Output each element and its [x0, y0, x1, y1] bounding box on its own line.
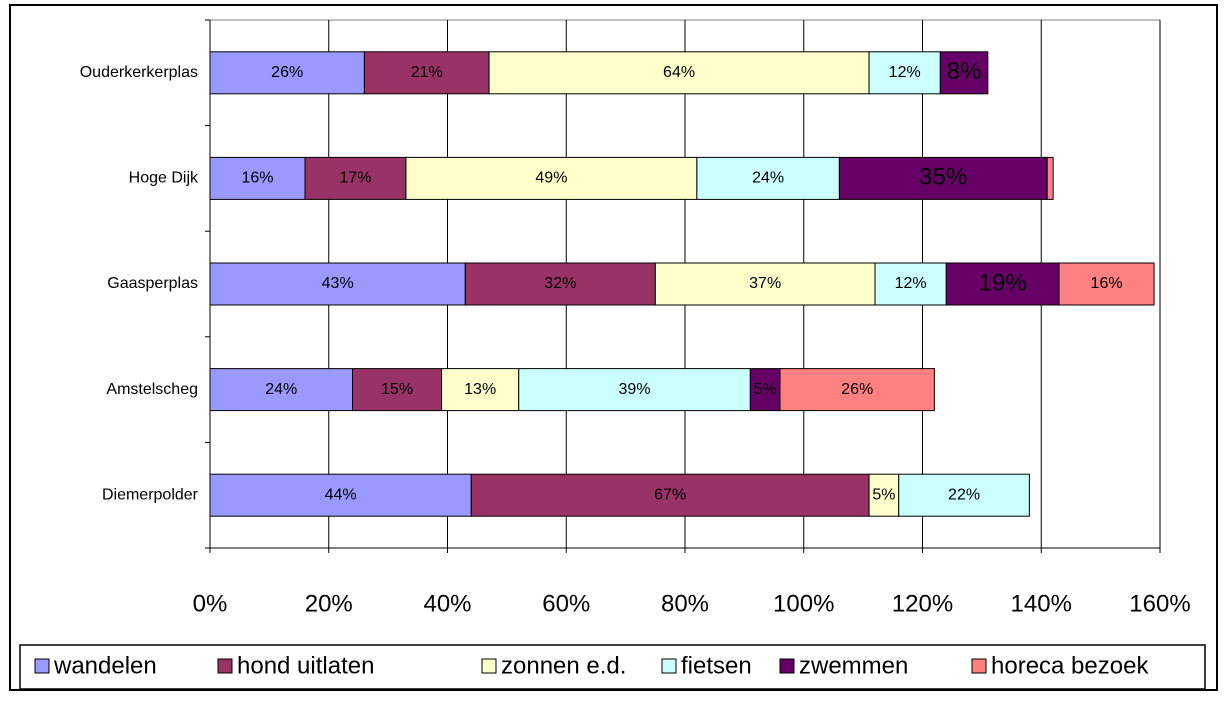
data-label: 64% [663, 64, 695, 81]
data-label: 26% [841, 381, 873, 398]
data-label: 13% [464, 381, 496, 398]
data-label: 8% [947, 58, 982, 85]
x-tick-label: 140% [1011, 590, 1072, 617]
data-label: 17% [339, 170, 371, 187]
bar-segment [352, 368, 443, 412]
data-label: 15% [381, 381, 413, 398]
data-label: 12% [889, 64, 921, 81]
legend-label: hond uitlaten [237, 652, 374, 679]
data-label: 21% [411, 64, 443, 81]
data-label: 19% [979, 269, 1027, 296]
data-label: 5% [872, 486, 895, 503]
x-tick-label: 160% [1129, 590, 1190, 617]
x-tick-label: 0% [193, 590, 228, 617]
bar-segment [441, 368, 520, 412]
data-label: 26% [271, 64, 303, 81]
legend-label: zwemmen [799, 652, 908, 679]
data-label: 39% [619, 381, 651, 398]
data-label: 32% [544, 275, 576, 292]
bar-segment [874, 262, 947, 306]
data-label: 22% [948, 486, 980, 503]
bar-segment [209, 262, 466, 306]
bar-segment [488, 51, 870, 95]
data-label: 35% [919, 164, 967, 191]
bar-segment [654, 262, 876, 306]
bar-segment [779, 368, 935, 412]
bar-segment [868, 473, 900, 517]
legend-label: wandelen [53, 652, 157, 679]
data-label: 49% [535, 170, 567, 187]
legend-label: zonnen e.d. [501, 652, 626, 679]
x-tick-label: 40% [423, 590, 471, 617]
x-tick-label: 80% [661, 590, 709, 617]
bar-segment [209, 51, 365, 95]
bar-segment [1058, 262, 1155, 306]
x-tick-label: 120% [892, 590, 953, 617]
legend-swatch [661, 658, 677, 674]
y-tick-label: Hoge Dijk [129, 170, 199, 187]
bar-segment [939, 51, 989, 95]
legend-swatch [34, 658, 50, 674]
legend-swatch [217, 658, 233, 674]
data-label: 12% [895, 275, 927, 292]
data-label: 16% [241, 170, 273, 187]
bar-segment [838, 156, 1048, 200]
bar-segment [405, 156, 698, 200]
data-label: 44% [325, 486, 357, 503]
legend-label: fietsen [681, 652, 752, 679]
x-tick-label: 20% [305, 590, 353, 617]
y-tick-label: Amstelscheg [106, 381, 198, 398]
y-tick-label: Gaasperplas [107, 275, 198, 292]
bar-segment [868, 51, 941, 95]
data-label: 24% [752, 170, 784, 187]
data-label: 5% [754, 381, 777, 398]
bar-segment [1046, 156, 1054, 200]
data-label: 24% [265, 381, 297, 398]
x-tick-label: 100% [773, 590, 834, 617]
data-label: 16% [1091, 275, 1123, 292]
legend-swatch [779, 658, 795, 674]
bar-segment [464, 262, 656, 306]
bar-segment [518, 368, 751, 412]
data-label: 37% [749, 275, 781, 292]
x-tick-label: 60% [542, 590, 590, 617]
legend-swatch [971, 658, 987, 674]
y-tick-label: Ouderkerkerplas [80, 64, 198, 81]
legend-label: horeca bezoek [991, 652, 1149, 679]
bar-segment [696, 156, 840, 200]
bar-segment [304, 156, 407, 200]
bar-segment [898, 473, 1030, 517]
y-tick-label: Diemerpolder [102, 486, 199, 503]
data-label: 43% [322, 275, 354, 292]
legend-swatch [481, 658, 497, 674]
data-label: 67% [654, 486, 686, 503]
